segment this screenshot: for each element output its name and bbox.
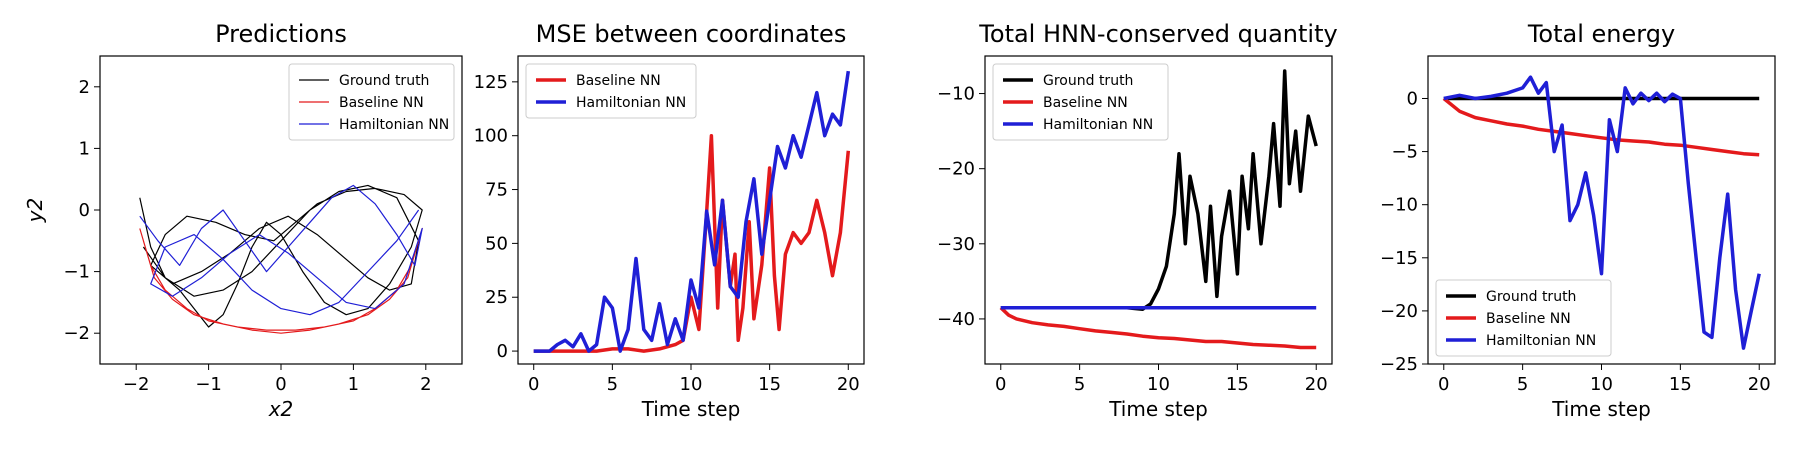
x-tick-label: 0: [995, 374, 1006, 395]
y-tick-label: 0: [1407, 88, 1418, 109]
legend-label: Baseline NN: [576, 73, 661, 89]
chart-panel-4: Total energy 0 5 10 15 20 −25 −20 −15 −10 −5 0 Time …: [1380, 20, 1776, 421]
panel-title: MSE between coordinates: [536, 20, 847, 48]
legend-label: Ground truth: [1486, 289, 1576, 305]
legend-box: [288, 63, 455, 141]
y-tick-label: 50: [485, 233, 508, 254]
y-tick-label: −15: [1380, 248, 1418, 269]
x-tick-label: 5: [1074, 374, 1085, 395]
legend-label: Baseline NN: [339, 95, 424, 111]
series-hamiltonian-nn: [139, 184, 423, 316]
panel-title: Total energy: [1527, 20, 1675, 48]
x-tick-label: 5: [607, 374, 618, 395]
series-hamiltonian-nn: [533, 70, 851, 353]
y-tick-label: −10: [937, 84, 975, 105]
legend-baseline-nn: Baseline NN: [1003, 95, 1128, 111]
x-tick-label: 15: [1226, 374, 1249, 395]
legend-label: Hamiltonian NN: [339, 117, 449, 133]
y-tick-label: −25: [1380, 354, 1418, 375]
x-tick-label: 20: [837, 374, 860, 395]
legend-baseline-nn: Baseline NN: [536, 73, 661, 89]
y-tick-label: 2: [79, 77, 90, 98]
x-tick-label: −2: [123, 374, 150, 395]
x-tick-label: 1: [348, 374, 359, 395]
x-tick-label: 10: [1147, 374, 1170, 395]
y-tick-label: 0: [497, 341, 508, 362]
legend-label: Baseline NN: [1486, 311, 1571, 327]
x-tick-label: 5: [1517, 374, 1528, 395]
series-baseline-nn: [533, 133, 851, 353]
x-axis-label: Time step: [641, 397, 741, 421]
x-tick-label: 15: [758, 374, 781, 395]
chart-panel-1: Predictions −2 −1 0 1 2 −2 −1 0 1 2 x2 y2 Ground trut…: [23, 20, 463, 421]
legend-baseline-nn: Baseline NN: [299, 95, 424, 111]
y-tick-label: −5: [1391, 142, 1418, 163]
x-tick-label: 20: [1305, 374, 1328, 395]
y-tick-label: −1: [63, 262, 90, 283]
y-tick-label: −20: [1380, 301, 1418, 322]
legend: Ground truth Baseline NN Hamiltonian NN: [992, 63, 1169, 141]
y-tick-label: 75: [485, 180, 508, 201]
legend-label: Baseline NN: [1043, 95, 1128, 111]
y-tick-label: 100: [474, 126, 508, 147]
legend-label: Ground truth: [339, 73, 429, 89]
panel-title: Total HNN-conserved quantity: [978, 20, 1337, 48]
series-hamiltonian-nn: [1443, 75, 1761, 350]
legend-ground-truth: Ground truth: [299, 73, 429, 89]
y-tick-label: 25: [485, 287, 508, 308]
legend-box: [525, 63, 697, 119]
series-baseline-nn: [139, 227, 423, 334]
legend-hamiltonian-nn: Hamiltonian NN: [1446, 333, 1596, 349]
x-tick-label: 20: [1748, 374, 1771, 395]
y-tick-label: −2: [63, 323, 90, 344]
x-tick-label: 10: [1590, 374, 1613, 395]
x-tick-label: 15: [1669, 374, 1692, 395]
series-baseline-nn: [999, 306, 1317, 350]
chart-panel-3: Total HNN-conserved quantity 0 5 10 15 20 −40 −…: [937, 20, 1338, 421]
legend: Ground truth Baseline NN Hamiltonian NN: [1435, 279, 1612, 357]
y-tick-label: 1: [79, 138, 90, 159]
x-axis-label: Time step: [1551, 397, 1651, 421]
legend-label: Hamiltonian NN: [576, 95, 686, 111]
legend-baseline-nn: Baseline NN: [1446, 311, 1571, 327]
legend-hamiltonian-nn: Hamiltonian NN: [536, 95, 686, 111]
y-tick-label: −10: [1380, 195, 1418, 216]
x-tick-label: −1: [195, 374, 222, 395]
panel-title: Predictions: [215, 20, 347, 48]
legend-hamiltonian-nn: Hamiltonian NN: [1003, 117, 1153, 133]
y-tick-label: −20: [937, 159, 975, 180]
legend-ground-truth: Ground truth: [1446, 289, 1576, 305]
x-axis-label: Time step: [1108, 397, 1208, 421]
x-tick-label: 0: [275, 374, 286, 395]
legend-ground-truth: Ground truth: [1003, 73, 1133, 89]
legend-box: [992, 63, 1169, 141]
y-tick-label: −40: [937, 309, 975, 330]
x-tick-label: 0: [1438, 374, 1449, 395]
y-tick-label: 0: [79, 200, 90, 221]
legend-hamiltonian-nn: Hamiltonian NN: [299, 117, 449, 133]
chart-panel-2: MSE between coordinates 0 5 10 15 20 0 25 50 75 10…: [474, 20, 865, 421]
series-ground-truth: [139, 184, 423, 328]
x-tick-label: 10: [680, 374, 703, 395]
series-baseline-nn: [1442, 97, 1760, 157]
legend: Baseline NN Hamiltonian NN: [525, 63, 697, 119]
legend-label: Ground truth: [1043, 73, 1133, 89]
x-axis-label: x2: [268, 397, 294, 421]
legend-label: Hamiltonian NN: [1486, 333, 1596, 349]
legend-box: [1435, 279, 1612, 357]
legend-label: Hamiltonian NN: [1043, 117, 1153, 133]
y-tick-label: 125: [474, 72, 508, 93]
y-axis-label: y2: [23, 198, 47, 224]
x-tick-label: 0: [528, 374, 539, 395]
x-tick-label: 2: [420, 374, 431, 395]
y-tick-label: −30: [937, 234, 975, 255]
legend: Ground truth Baseline NN Hamiltonian NN: [288, 63, 455, 141]
